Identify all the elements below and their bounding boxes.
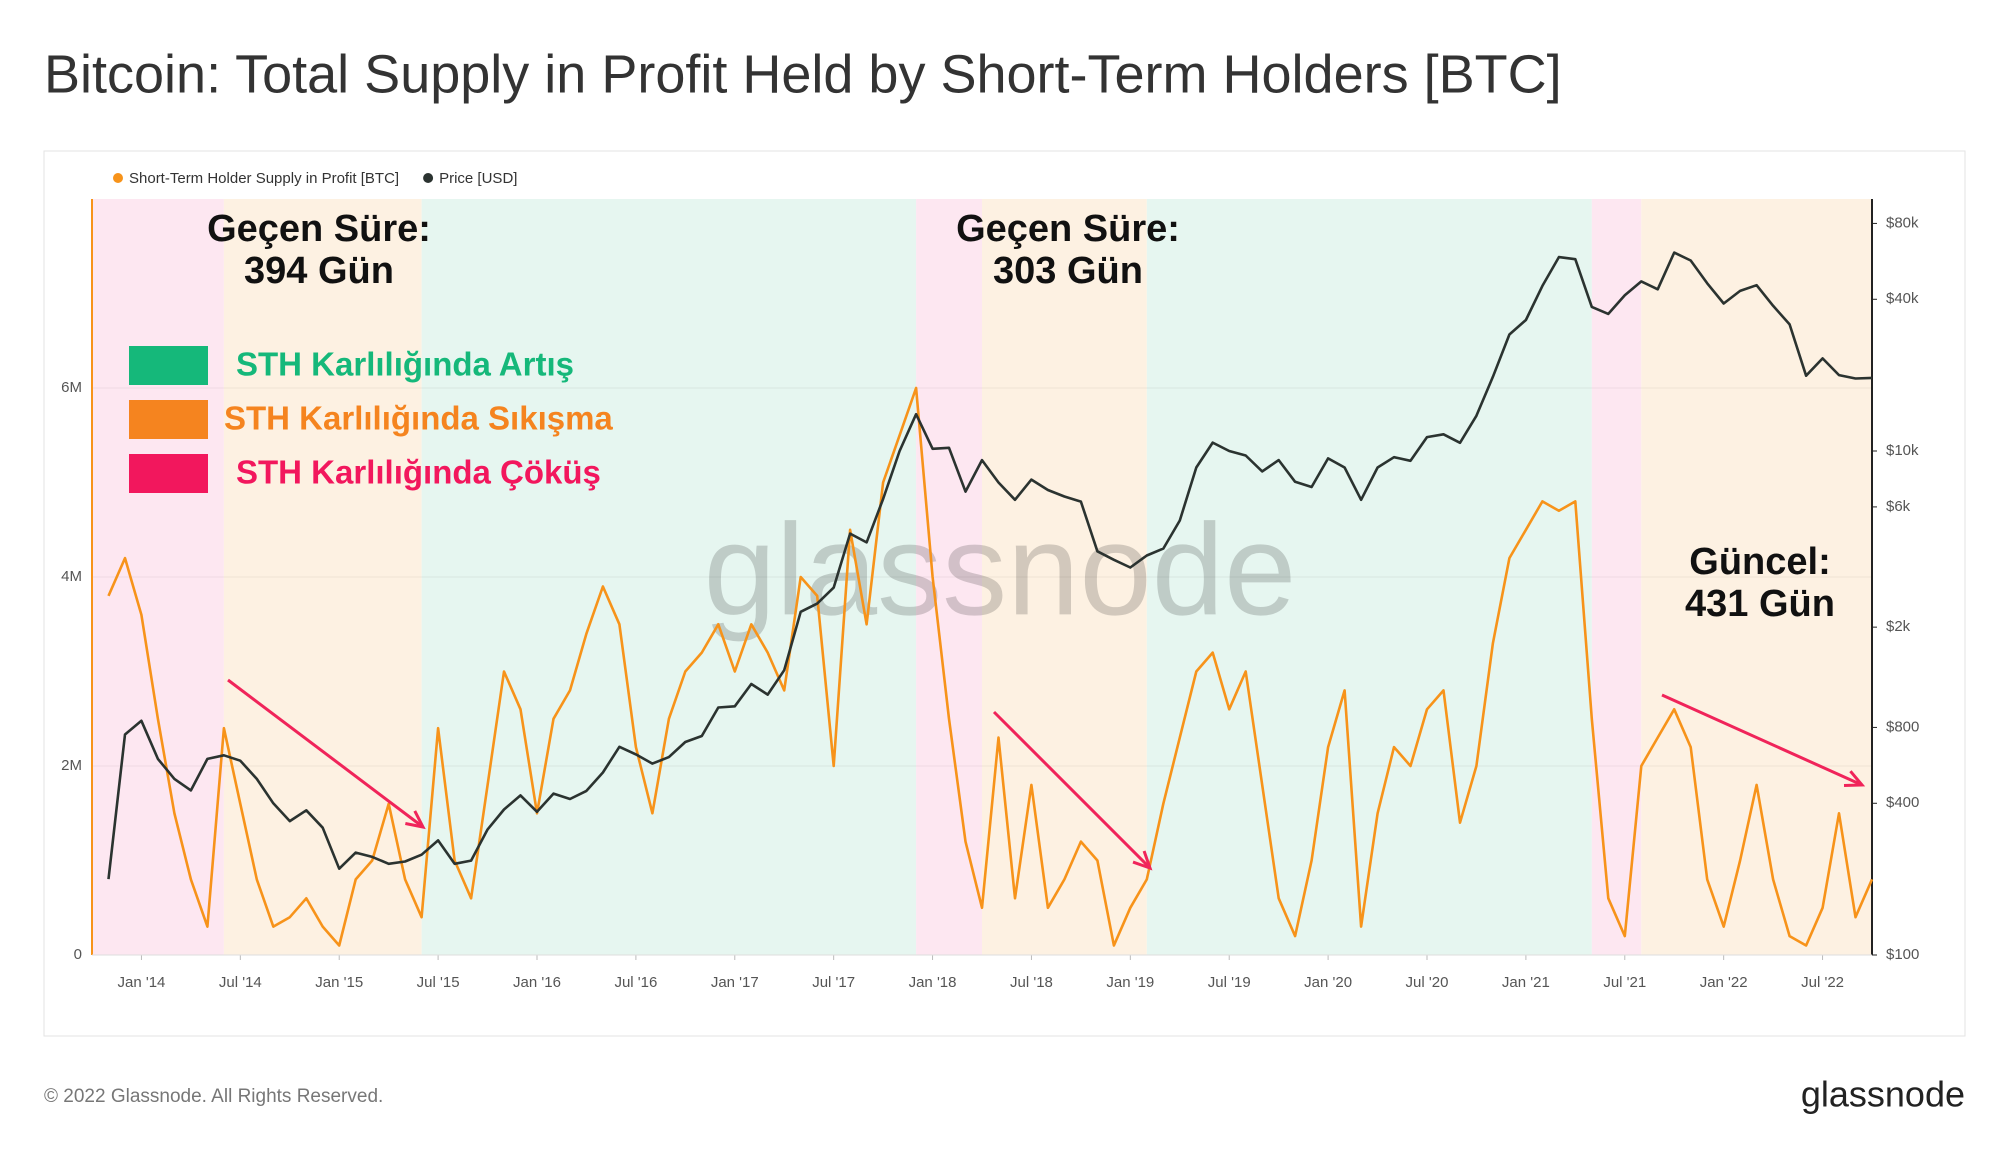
x-tick-label: Jul '17 bbox=[812, 974, 855, 991]
legend-dot bbox=[113, 173, 123, 183]
phase-label: STH Karlılığında Çöküş bbox=[236, 454, 601, 491]
x-tick-label: Jul '21 bbox=[1603, 974, 1646, 991]
series-line bbox=[107, 386, 1874, 947]
y2-tick-label: $40k bbox=[1886, 290, 1919, 307]
annotation: 431 Gün bbox=[1685, 583, 1835, 625]
y2-tick-label: $2k bbox=[1886, 618, 1911, 635]
x-tick-label: Jan '20 bbox=[1304, 974, 1352, 991]
y2-tick-label: $400 bbox=[1886, 794, 1919, 811]
logo: glassnode bbox=[1801, 1074, 1965, 1115]
region bbox=[421, 199, 917, 955]
phase-swatch bbox=[129, 346, 208, 385]
annotation: Geçen Süre: bbox=[956, 208, 1180, 250]
region bbox=[916, 199, 982, 955]
plot: Short-Term Holder Supply in Profit [BTC]… bbox=[107, 170, 1874, 947]
annotation: Geçen Süre: bbox=[207, 208, 431, 250]
chart-frame bbox=[43, 150, 1966, 1037]
phase-swatch bbox=[129, 454, 208, 493]
regions bbox=[92, 199, 1872, 955]
arrow bbox=[1661, 693, 1863, 787]
x-tick-label: Jul '14 bbox=[219, 974, 262, 991]
arrow-head bbox=[1132, 850, 1153, 871]
footer: © 2022 Glassnode. All Rights Reserved. bbox=[44, 1086, 383, 1107]
annotation: 394 Gün bbox=[244, 250, 394, 292]
x-tick-label: Jan '22 bbox=[1700, 974, 1748, 991]
region bbox=[1641, 199, 1872, 955]
grid: 0 2M 4M 6M $100 $400 $800 $2k $6k $10k $40k $80k Jan… bbox=[61, 199, 1919, 991]
phase-label: STH Karlılığında Sıkışma bbox=[224, 400, 613, 437]
y2-tick-label: $6k bbox=[1886, 498, 1911, 515]
x-tick-label: Jan '16 bbox=[513, 974, 561, 991]
phase-swatch bbox=[129, 400, 208, 439]
region bbox=[982, 199, 1147, 955]
x-tick-label: Jan '19 bbox=[1106, 974, 1154, 991]
arrow-head bbox=[405, 810, 426, 830]
y-tick-label: 2M bbox=[61, 757, 82, 774]
arrow bbox=[992, 710, 1152, 870]
region bbox=[1591, 199, 1642, 955]
legend-label: Short-Term Holder Supply in Profit [BTC] bbox=[129, 170, 399, 187]
x-tick-label: Jan '21 bbox=[1502, 974, 1550, 991]
annotation: 303 Gün bbox=[993, 250, 1143, 292]
region bbox=[1146, 199, 1592, 955]
y-tick-label: 6M bbox=[61, 379, 82, 396]
watermark: glassnode bbox=[704, 496, 1297, 642]
y2-tick-label: $800 bbox=[1886, 718, 1919, 735]
x-tick-label: Jul '20 bbox=[1406, 974, 1449, 991]
phase-label: STH Karlılığında Artış bbox=[236, 346, 574, 383]
series-line bbox=[107, 251, 1873, 880]
chart-title: Bitcoin: Total Supply in Profit Held by … bbox=[44, 44, 1562, 104]
x-tick-label: Jan '14 bbox=[117, 974, 165, 991]
legend-dot bbox=[423, 173, 434, 183]
x-tick-label: Jan '17 bbox=[711, 974, 759, 991]
arrow-head bbox=[1843, 770, 1866, 787]
x-tick-label: Jan '18 bbox=[909, 974, 957, 991]
arrow bbox=[227, 678, 424, 829]
y2-tick-label: $10k bbox=[1886, 442, 1919, 459]
x-tick-label: Jul '22 bbox=[1801, 974, 1844, 991]
annotation: Güncel: bbox=[1689, 541, 1830, 583]
x-tick-label: Jan '15 bbox=[315, 974, 363, 991]
x-tick-label: Jul '15 bbox=[417, 974, 460, 991]
y2-tick-label: $100 bbox=[1886, 946, 1919, 963]
x-tick-label: Jul '18 bbox=[1010, 974, 1053, 991]
y-tick-label: 0 bbox=[74, 946, 82, 963]
y2-tick-label: $80k bbox=[1886, 214, 1919, 231]
y-tick-label: 4M bbox=[61, 568, 82, 585]
legend-label: Price [USD] bbox=[439, 170, 517, 187]
x-tick-label: Jul '16 bbox=[614, 974, 657, 991]
x-tick-label: Jul '19 bbox=[1208, 974, 1251, 991]
